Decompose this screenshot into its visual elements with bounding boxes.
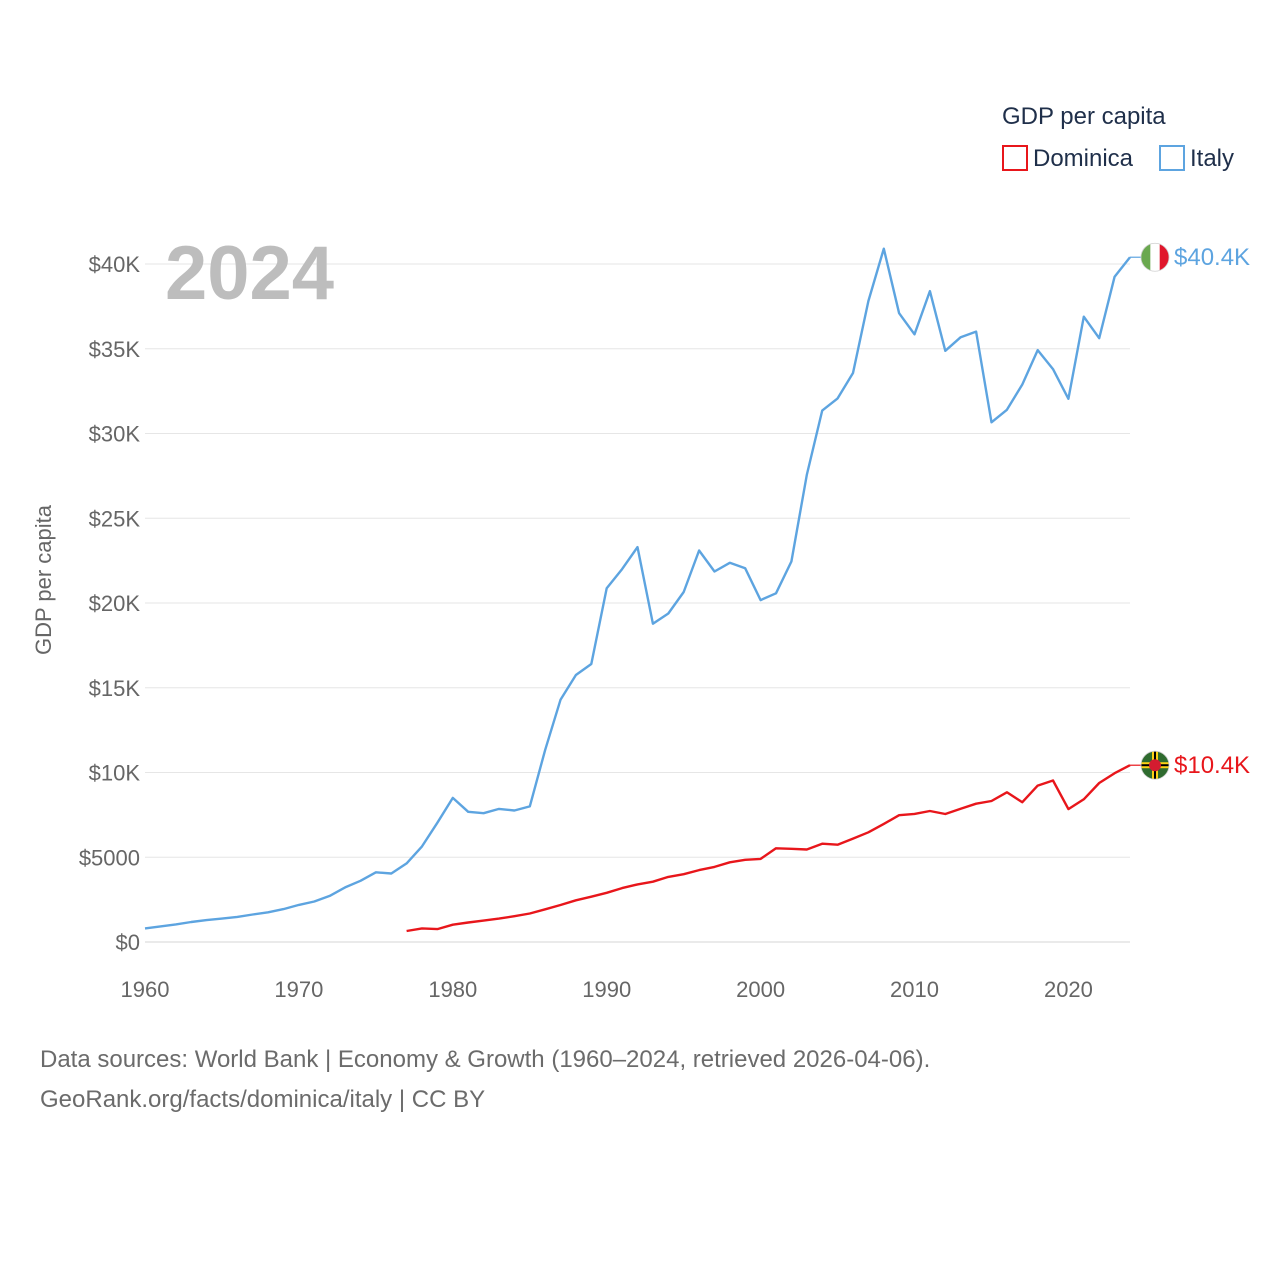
x-tick-label: 1960: [121, 977, 170, 1002]
y-tick-label: $15K: [89, 676, 141, 701]
series-line-italy[interactable]: [144, 247, 1131, 930]
legend-swatch-italy: [1159, 145, 1185, 171]
x-tick-label: 1990: [582, 977, 631, 1002]
legend-label-italy: Italy: [1190, 145, 1234, 172]
series-line-dominica[interactable]: [406, 764, 1131, 933]
x-tick-label: 2000: [736, 977, 785, 1002]
y-tick-label: $5000: [79, 845, 140, 870]
dominica-flag-icon: [1140, 750, 1170, 780]
legend-item-dominica[interactable]: Dominica: [1002, 145, 1134, 172]
x-tick-label: 1980: [428, 977, 477, 1002]
footer-attribution: GeoRank.org/facts/dominica/italy | CC BY: [40, 1086, 486, 1113]
legend-title: GDP per capita: [1002, 103, 1166, 130]
gridlines: [145, 263, 1130, 943]
y-axis-ticks: $0 $5000 $10K $15K $20K $25K $30K $35K $40K: [79, 252, 141, 955]
y-tick-label: $20K: [89, 591, 141, 616]
italy-flag-icon: [1140, 242, 1170, 272]
legend-swatch-dominica: [1002, 145, 1028, 171]
legend-label-dominica: Dominica: [1033, 145, 1134, 172]
footer-sources: Data sources: World Bank | Economy & Gro…: [40, 1046, 931, 1073]
x-tick-label: 1970: [274, 977, 323, 1002]
series-lines: [144, 247, 1131, 933]
footer: Data sources: World Bank | Economy & Gro…: [40, 1040, 930, 1120]
y-tick-label: $30K: [89, 422, 141, 447]
y-tick-label: $0: [116, 930, 140, 955]
legend: GDP per capita Dominica Italy: [1002, 103, 1234, 172]
y-axis-title: GDP per capita: [31, 504, 56, 655]
y-tick-label: $10K: [89, 761, 141, 786]
x-tick-label: 2020: [1044, 977, 1093, 1002]
x-tick-label: 2010: [890, 977, 939, 1002]
year-label: 2024: [165, 231, 334, 316]
legend-item-italy[interactable]: Italy: [1159, 145, 1234, 172]
y-tick-label: $25K: [89, 506, 141, 531]
end-value-label-italy: $40.4K: [1174, 244, 1250, 271]
y-tick-label: $40K: [89, 252, 141, 277]
x-axis-ticks: 1960 1970 1980 1990 2000 2010 2020: [121, 977, 1093, 1002]
end-markers: $10.4K $40.4K: [1130, 242, 1250, 780]
end-value-label-dominica: $10.4K: [1174, 752, 1250, 779]
y-tick-label: $35K: [89, 337, 141, 362]
